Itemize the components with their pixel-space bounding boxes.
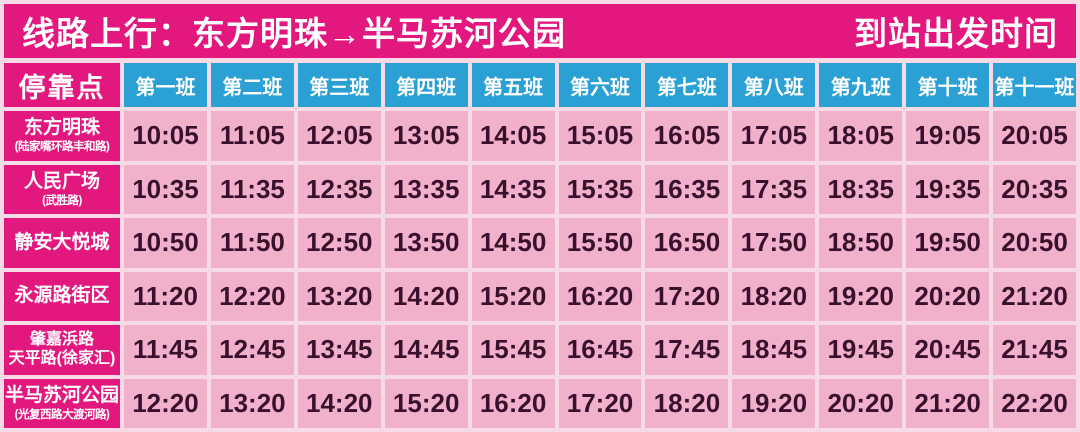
time-cell-r1-c2: 11:05: [210, 111, 294, 161]
time-cell-r3-c11: 20:50: [993, 218, 1076, 268]
time-cell-r2-c7: 16:35: [645, 164, 729, 214]
time-cell-r2-c10: 19:35: [906, 164, 990, 214]
time-cell-r6-c9: 20:20: [819, 378, 903, 428]
time-cell-r3-c5: 14:50: [471, 218, 555, 268]
time-cell-r5-c5: 15:45: [471, 325, 555, 375]
time-cell-r2-c9: 18:35: [819, 164, 903, 214]
time-cell-r6-c5: 16:20: [471, 378, 555, 428]
time-cell-r5-c6: 16:45: [558, 325, 642, 375]
time-cell-r3-c1: 10:50: [124, 218, 207, 268]
time-cell-r4-c9: 19:20: [819, 271, 903, 321]
time-cell-r1-c11: 20:05: [993, 111, 1076, 161]
time-cell-r4-c2: 12:20: [210, 271, 294, 321]
time-cell-r3-c10: 19:50: [906, 218, 990, 268]
time-cell-r4-c11: 21:20: [993, 271, 1076, 321]
time-cell-r4-c6: 16:20: [558, 271, 642, 321]
time-cell-r2-c5: 14:35: [471, 164, 555, 214]
time-cell-r6-c4: 15:20: [384, 378, 468, 428]
time-cell-r6-c7: 18:20: [645, 378, 729, 428]
time-cell-r6-c1: 12:20: [124, 378, 207, 428]
time-cell-r2-c1: 10:35: [124, 164, 207, 214]
time-cell-r6-c11: 22:20: [993, 378, 1076, 428]
time-cell-r5-c3: 13:45: [297, 325, 381, 375]
time-cell-r5-c2: 12:45: [210, 325, 294, 375]
time-cell-r5-c8: 18:45: [732, 325, 816, 375]
station-name: 静安大悦城: [14, 231, 110, 253]
time-cell-r4-c8: 18:20: [732, 271, 816, 321]
trip-header-1: 第一班: [124, 63, 207, 107]
time-cell-r1-c5: 14:05: [471, 111, 555, 161]
trip-header-7: 第七班: [645, 63, 729, 107]
trip-header-9: 第九班: [819, 63, 903, 107]
station-cell-4: 永源路街区: [4, 271, 120, 321]
time-cell-r4-c7: 17:20: [645, 271, 729, 321]
station-cell-1: 东方明珠 (陆家嘴环路丰和路): [4, 111, 120, 161]
time-cell-r3-c2: 11:50: [210, 218, 294, 268]
station-cell-5: 肇嘉浜路 天平路(徐家汇): [4, 325, 120, 375]
station-cell-6: 半马苏河公园 (光复西路大渡河路): [4, 378, 120, 428]
trip-header-6: 第六班: [558, 63, 642, 107]
trip-header-11: 第十一班: [993, 63, 1076, 107]
station-name: 东方明珠: [23, 117, 100, 139]
time-cell-r3-c4: 13:50: [384, 218, 468, 268]
time-cell-r2-c4: 13:35: [384, 164, 468, 214]
time-cell-r5-c11: 21:45: [993, 325, 1076, 375]
trip-header-10: 第十班: [906, 63, 990, 107]
time-cell-r2-c3: 12:35: [297, 164, 381, 214]
time-cell-r1-c4: 13:05: [384, 111, 468, 161]
time-cell-r6-c10: 21:20: [906, 378, 990, 428]
timetable-grid: 停靠点 第一班 第二班 第三班 第四班 第五班 第六班 第七班 第八班 第九班 第十班 第十一班东方明…: [4, 63, 1076, 428]
station-cell-3: 静安大悦城: [4, 218, 120, 268]
time-cell-r3-c9: 18:50: [819, 218, 903, 268]
time-cell-r3-c6: 15:50: [558, 218, 642, 268]
time-cell-r4-c10: 20:20: [906, 271, 990, 321]
time-cell-r5-c9: 19:45: [819, 325, 903, 375]
station-name: 天平路(徐家汇): [8, 349, 116, 367]
time-cell-r1-c6: 15:05: [558, 111, 642, 161]
time-cell-r5-c10: 20:45: [906, 325, 990, 375]
time-cell-r5-c7: 17:45: [645, 325, 729, 375]
time-cell-r6-c2: 13:20: [210, 378, 294, 428]
banner-right-label: 到站出发时间: [854, 15, 1058, 52]
time-cell-r4-c1: 11:20: [124, 271, 207, 321]
station-name: 半马苏河公园: [4, 384, 119, 406]
time-cell-r6-c8: 19:20: [732, 378, 816, 428]
time-cell-r2-c6: 15:35: [558, 164, 642, 214]
time-cell-r3-c8: 17:50: [732, 218, 816, 268]
time-cell-r1-c10: 19:05: [906, 111, 990, 161]
station-sub-label: (陆家嘴环路丰和路): [14, 141, 110, 154]
trip-header-8: 第八班: [732, 63, 816, 107]
time-cell-r4-c3: 13:20: [297, 271, 381, 321]
time-cell-r1-c3: 12:05: [297, 111, 381, 161]
trip-header-2: 第二班: [210, 63, 294, 107]
station-cell-2: 人民广场 (武胜路): [4, 164, 120, 214]
time-cell-r2-c8: 17:35: [732, 164, 816, 214]
time-cell-r1-c7: 16:05: [645, 111, 729, 161]
time-cell-r3-c3: 12:50: [297, 218, 381, 268]
route-title: 线路上行：东方明珠→半马苏河公园: [22, 15, 566, 52]
station-name: 人民广场: [23, 170, 100, 192]
time-cell-r5-c1: 11:45: [124, 325, 207, 375]
station-sub-label: (光复西路大渡河路): [14, 408, 110, 421]
time-cell-r6-c3: 14:20: [297, 378, 381, 428]
station-name: 永源路街区: [14, 285, 110, 307]
station-name: 肇嘉浜路: [29, 331, 94, 349]
time-cell-r1-c8: 17:05: [732, 111, 816, 161]
station-sub-label: (武胜路): [42, 194, 82, 207]
time-cell-r3-c7: 16:50: [645, 218, 729, 268]
time-cell-r2-c11: 20:35: [993, 164, 1076, 214]
time-cell-r1-c1: 10:05: [124, 111, 207, 161]
stop-column-header: 停靠点: [4, 63, 120, 107]
title-banner: 线路上行：东方明珠→半马苏河公园 到站出发时间: [4, 4, 1076, 58]
time-cell-r2-c2: 11:35: [210, 164, 294, 214]
time-cell-r5-c4: 14:45: [384, 325, 468, 375]
trip-header-3: 第三班: [297, 63, 381, 107]
trip-header-5: 第五班: [471, 63, 555, 107]
time-cell-r4-c4: 14:20: [384, 271, 468, 321]
time-cell-r6-c6: 17:20: [558, 378, 642, 428]
trip-header-4: 第四班: [384, 63, 468, 107]
time-cell-r1-c9: 18:05: [819, 111, 903, 161]
time-cell-r4-c5: 15:20: [471, 271, 555, 321]
